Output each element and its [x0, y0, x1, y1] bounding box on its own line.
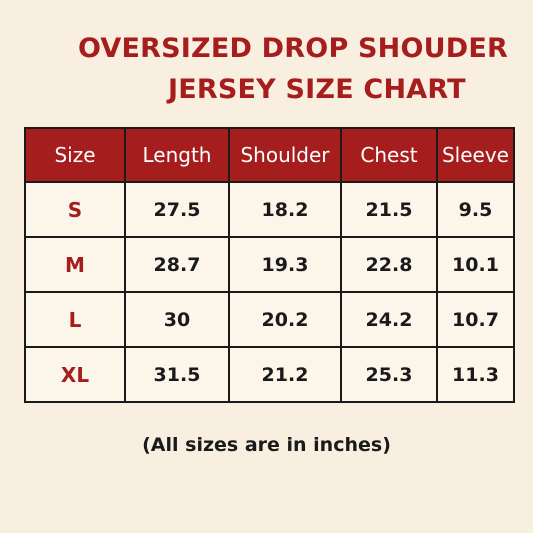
header-chest: Chest — [340, 127, 438, 183]
sleeve-cell: 10.1 — [436, 236, 515, 293]
length-cell: 30 — [124, 291, 230, 348]
length-cell: 31.5 — [124, 346, 230, 403]
shoulder-cell: 20.2 — [228, 291, 342, 348]
chest-cell: 25.3 — [340, 346, 438, 403]
chest-cell: 24.2 — [340, 291, 438, 348]
header-shoulder: Shoulder — [228, 127, 342, 183]
shoulder-cell: 19.3 — [228, 236, 342, 293]
sleeve-cell: 9.5 — [436, 181, 515, 238]
header-length: Length — [124, 127, 230, 183]
units-footnote: (All sizes are in inches) — [142, 434, 391, 456]
length-cell: 27.5 — [124, 181, 230, 238]
chart-title-line-1: OVERSIZED DROP SHOUDER — [78, 33, 508, 64]
table-row: S 27.5 18.2 21.5 9.5 — [24, 181, 515, 238]
header-sleeve: Sleeve — [436, 127, 515, 183]
size-cell: S — [24, 181, 126, 238]
shoulder-cell: 21.2 — [228, 346, 342, 403]
shoulder-cell: 18.2 — [228, 181, 342, 238]
size-chart-table: Size Length Shoulder Chest Sleeve S 27.5… — [24, 127, 515, 403]
chart-title-line-2: JERSEY SIZE CHART — [168, 74, 466, 105]
table-row: L 30 20.2 24.2 10.7 — [24, 291, 515, 348]
header-size: Size — [24, 127, 126, 183]
table-header-row: Size Length Shoulder Chest Sleeve — [24, 127, 515, 183]
size-cell: XL — [24, 346, 126, 403]
chest-cell: 22.8 — [340, 236, 438, 293]
chest-cell: 21.5 — [340, 181, 438, 238]
length-cell: 28.7 — [124, 236, 230, 293]
table-row: M 28.7 19.3 22.8 10.1 — [24, 236, 515, 293]
size-cell: L — [24, 291, 126, 348]
table-row: XL 31.5 21.2 25.3 11.3 — [24, 346, 515, 403]
size-cell: M — [24, 236, 126, 293]
sleeve-cell: 10.7 — [436, 291, 515, 348]
sleeve-cell: 11.3 — [436, 346, 515, 403]
